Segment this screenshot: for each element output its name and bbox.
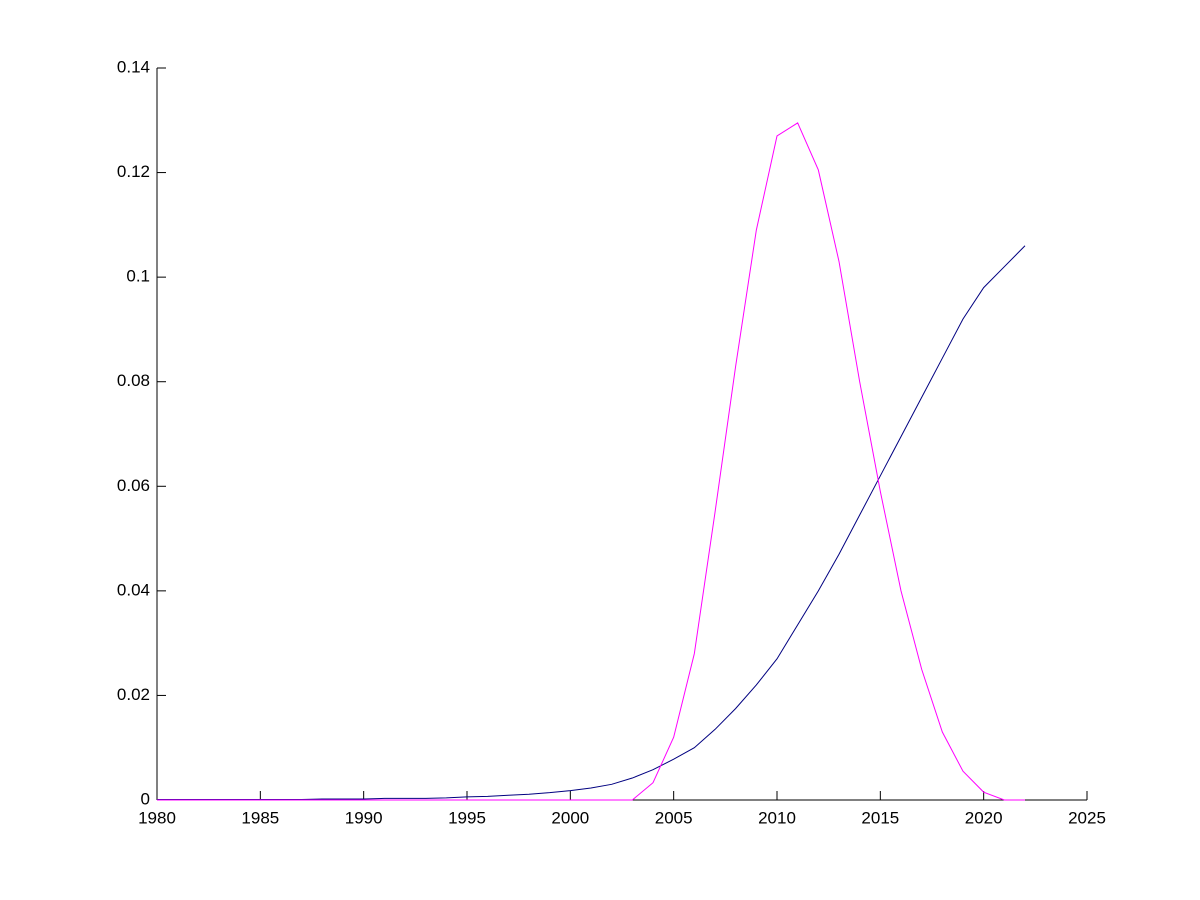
x-tick-label: 2000 [551, 808, 589, 827]
line-series [157, 122, 1025, 801]
line-series [157, 245, 1026, 800]
x-tick-label: 2015 [861, 808, 899, 827]
x-tick-label: 2010 [758, 808, 796, 827]
x-tick-label: 2025 [1068, 808, 1106, 827]
x-tick-label: 2020 [965, 808, 1003, 827]
y-tick-label: 0.1 [126, 267, 150, 286]
x-tick-label: 2005 [655, 808, 693, 827]
y-tick-label: 0.04 [117, 580, 150, 599]
x-tick-label: 1985 [241, 808, 279, 827]
y-tick-label: 0.12 [117, 162, 150, 181]
y-tick-label: 0.14 [117, 57, 150, 76]
x-tick-label: 1990 [345, 808, 383, 827]
x-tick-label: 1995 [448, 808, 486, 827]
y-tick-label: 0 [141, 789, 150, 808]
y-tick-label: 0.02 [117, 685, 150, 704]
x-tick-label: 1980 [138, 808, 176, 827]
y-tick-label: 0.06 [117, 476, 150, 495]
y-tick-label: 0.08 [117, 371, 150, 390]
